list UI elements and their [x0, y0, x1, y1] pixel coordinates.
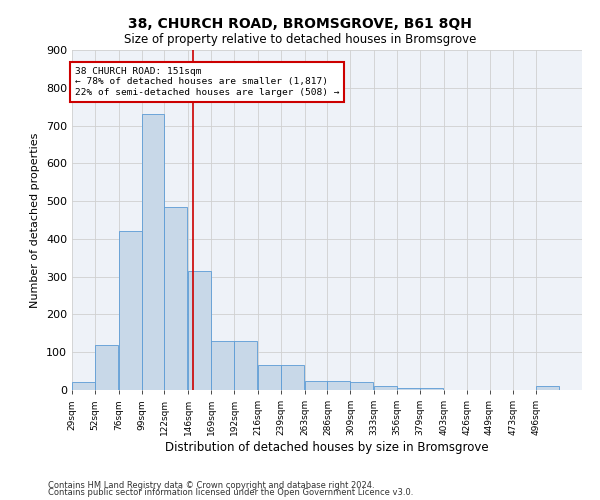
Bar [374, 386, 397, 390]
Bar [281, 366, 304, 390]
Bar [258, 366, 281, 390]
Bar [420, 388, 443, 390]
Bar [328, 380, 350, 390]
Text: Contains public sector information licensed under the Open Government Licence v3: Contains public sector information licen… [48, 488, 413, 497]
Bar [164, 207, 187, 390]
Text: 38, CHURCH ROAD, BROMSGROVE, B61 8QH: 38, CHURCH ROAD, BROMSGROVE, B61 8QH [128, 18, 472, 32]
Bar [234, 341, 257, 390]
Bar [350, 382, 373, 390]
Bar [119, 232, 142, 390]
Bar [305, 380, 328, 390]
Text: 38 CHURCH ROAD: 151sqm
← 78% of detached houses are smaller (1,817)
22% of semi-: 38 CHURCH ROAD: 151sqm ← 78% of detached… [75, 67, 340, 97]
Bar [536, 386, 559, 390]
Bar [188, 271, 211, 390]
Y-axis label: Number of detached properties: Number of detached properties [31, 132, 40, 308]
Bar [72, 382, 95, 390]
X-axis label: Distribution of detached houses by size in Bromsgrove: Distribution of detached houses by size … [165, 441, 489, 454]
Text: Size of property relative to detached houses in Bromsgrove: Size of property relative to detached ho… [124, 32, 476, 46]
Bar [211, 341, 234, 390]
Bar [397, 388, 420, 390]
Text: Contains HM Land Registry data © Crown copyright and database right 2024.: Contains HM Land Registry data © Crown c… [48, 480, 374, 490]
Bar [95, 344, 118, 390]
Bar [142, 114, 164, 390]
